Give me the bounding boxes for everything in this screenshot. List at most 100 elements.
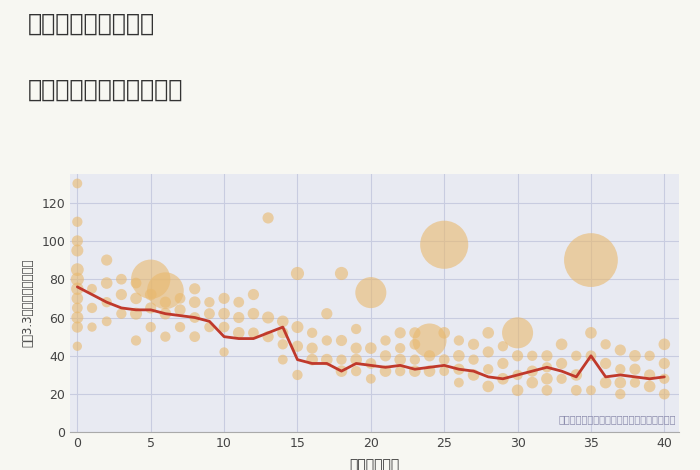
Y-axis label: 坪（3.3㎡）単価（万円）: 坪（3.3㎡）単価（万円） (21, 259, 34, 347)
Point (321, 337, 332, 344)
Point (468, 341, 480, 348)
Point (71, 323, 83, 331)
Point (659, 360, 670, 367)
Point (629, 352, 641, 360)
Point (454, 352, 465, 360)
Point (570, 371, 582, 379)
Point (585, 386, 596, 394)
Point (130, 310, 141, 317)
Point (71, 343, 83, 350)
X-axis label: 築年数（年）: 築年数（年） (349, 459, 400, 470)
Point (174, 295, 186, 302)
Point (336, 368, 347, 375)
Point (570, 386, 582, 394)
Point (218, 323, 230, 331)
Point (262, 214, 274, 222)
Point (468, 371, 480, 379)
Point (189, 285, 200, 292)
Point (130, 279, 141, 287)
Point (439, 356, 450, 363)
Point (101, 279, 112, 287)
Point (410, 368, 421, 375)
Text: 築年数別中古戸建て価格: 築年数別中古戸建て価格 (28, 78, 183, 102)
Point (659, 391, 670, 398)
Point (659, 341, 670, 348)
Point (365, 360, 377, 367)
Point (585, 352, 596, 360)
Point (292, 270, 303, 277)
Point (233, 298, 244, 306)
Point (336, 356, 347, 363)
Point (410, 329, 421, 337)
Point (644, 352, 655, 360)
Point (189, 333, 200, 340)
Point (365, 289, 377, 297)
Point (424, 352, 435, 360)
Point (644, 371, 655, 379)
Point (615, 379, 626, 386)
Point (365, 375, 377, 383)
Point (233, 329, 244, 337)
Point (541, 375, 552, 383)
Point (130, 295, 141, 302)
Point (233, 314, 244, 321)
Point (189, 298, 200, 306)
Point (145, 323, 156, 331)
Point (174, 306, 186, 313)
Point (277, 341, 288, 348)
Point (204, 298, 215, 306)
Point (160, 333, 171, 340)
Point (160, 287, 171, 295)
Point (351, 356, 362, 363)
Point (351, 368, 362, 375)
Point (321, 356, 332, 363)
Point (380, 352, 391, 360)
Point (86, 285, 97, 292)
Point (556, 375, 567, 383)
Point (482, 348, 493, 356)
Point (600, 379, 611, 386)
Point (615, 391, 626, 398)
Point (71, 218, 83, 226)
Point (615, 366, 626, 373)
Point (307, 356, 318, 363)
Point (248, 329, 259, 337)
Point (556, 341, 567, 348)
Point (629, 366, 641, 373)
Point (86, 304, 97, 312)
Point (512, 386, 523, 394)
Point (292, 323, 303, 331)
Point (570, 352, 582, 360)
Point (468, 356, 480, 363)
Point (71, 275, 83, 283)
Point (130, 337, 141, 344)
Point (71, 237, 83, 245)
Point (526, 352, 538, 360)
Point (380, 368, 391, 375)
Point (292, 343, 303, 350)
Point (71, 247, 83, 254)
Point (277, 329, 288, 337)
Point (321, 310, 332, 317)
Point (307, 329, 318, 337)
Point (174, 323, 186, 331)
Point (218, 310, 230, 317)
Point (512, 352, 523, 360)
Point (526, 379, 538, 386)
Point (439, 241, 450, 249)
Point (526, 368, 538, 375)
Point (497, 343, 508, 350)
Point (71, 314, 83, 321)
Point (600, 341, 611, 348)
Point (145, 275, 156, 283)
Point (101, 318, 112, 325)
Point (454, 366, 465, 373)
Point (248, 291, 259, 298)
Point (454, 379, 465, 386)
Text: 円の大きさは、取引のあった物件面積を示す: 円の大きさは、取引のあった物件面積を示す (559, 415, 676, 425)
Point (615, 346, 626, 354)
Text: 奈良県近鉄郡山駅の: 奈良県近鉄郡山駅の (28, 12, 155, 36)
Point (585, 329, 596, 337)
Point (512, 329, 523, 337)
Point (116, 275, 127, 283)
